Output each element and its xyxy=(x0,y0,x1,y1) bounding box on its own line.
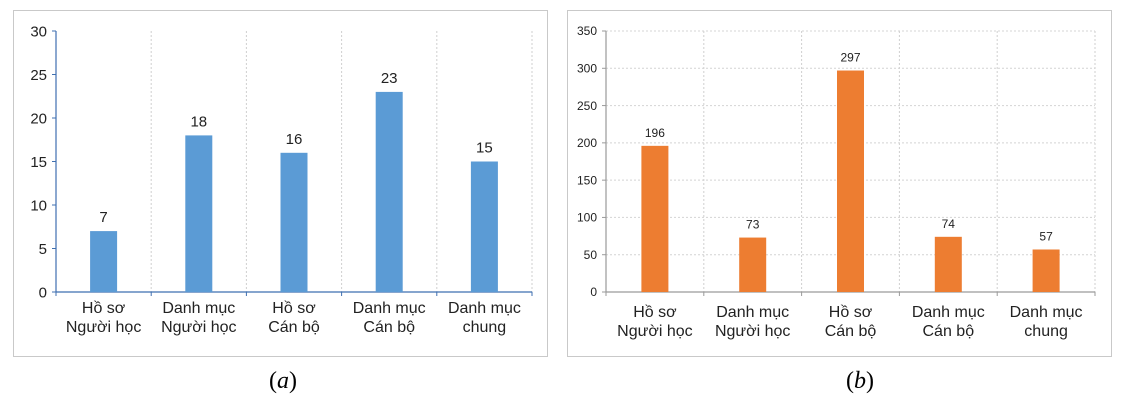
bar xyxy=(934,236,962,292)
chart-panel-a: 0 5 10 15 20 25 30 7 Hồ sơ Người học 18 Danh mục Ngư… xyxy=(13,10,548,357)
category-label: Người học xyxy=(617,323,692,340)
category-label: Danh mục xyxy=(162,300,235,317)
category-label: chung xyxy=(463,319,507,336)
category-label: Hồ sơ xyxy=(633,304,677,321)
data-label: 16 xyxy=(286,131,303,148)
bar xyxy=(375,91,403,293)
chart-panel-b: 0 50 100 150 200 250 300 350 196 Hồ sơ Người học 73… xyxy=(567,10,1112,357)
bar-chart-b: 0 50 100 150 200 250 300 350 196 Hồ sơ Người học 73… xyxy=(577,24,1096,340)
data-label: 7 xyxy=(99,209,107,226)
category-label: Người học xyxy=(715,323,790,340)
y-tick-label: 20 xyxy=(30,110,47,127)
category-label: Danh mục xyxy=(912,304,985,321)
y-tick-label: 250 xyxy=(577,99,597,113)
y-tick-label: 25 xyxy=(30,67,47,84)
bar-chart-a: 0 5 10 15 20 25 30 7 Hồ sơ Người học 18 Danh mục Ngư… xyxy=(30,23,533,336)
data-label: 74 xyxy=(942,217,956,231)
category-label: Cán bộ xyxy=(923,323,975,340)
bar xyxy=(185,135,213,292)
caption-a: (a) xyxy=(269,368,297,394)
category-label: Người học xyxy=(66,319,141,336)
y-tick-label: 350 xyxy=(577,24,597,38)
y-tick-label: 30 xyxy=(30,23,47,40)
data-label: 18 xyxy=(190,113,207,130)
data-label: 15 xyxy=(476,140,493,157)
data-label: 196 xyxy=(645,126,665,140)
y-tick-label: 0 xyxy=(590,285,597,299)
caption-b: (b) xyxy=(846,368,874,394)
category-label: Hồ sơ xyxy=(272,300,316,317)
category-label: Hồ sơ xyxy=(82,300,126,317)
caption-b-letter: b xyxy=(854,368,866,394)
bar xyxy=(641,145,669,292)
y-tick-label: 200 xyxy=(577,136,597,150)
bar xyxy=(739,237,767,292)
category-label: Danh mục xyxy=(353,300,426,317)
y-tick-label: 5 xyxy=(39,241,47,258)
bar xyxy=(90,231,118,292)
data-label: 297 xyxy=(840,51,860,65)
bar xyxy=(470,161,498,292)
y-tick-label: 50 xyxy=(584,248,598,262)
category-label: Hồ sơ xyxy=(829,304,873,321)
gridlines xyxy=(150,31,533,292)
y-tick-label: 150 xyxy=(577,173,597,187)
category-label: Danh mục xyxy=(1010,304,1083,321)
y-tick-label: 300 xyxy=(577,61,597,75)
bar xyxy=(837,70,864,292)
category-label: Cán bộ xyxy=(825,323,877,340)
y-tick-label: 100 xyxy=(577,211,597,225)
caption-a-letter: a xyxy=(277,368,289,394)
y-tick-label: 10 xyxy=(30,197,47,214)
category-label: Danh mục xyxy=(448,300,521,317)
category-label: Người học xyxy=(161,319,236,336)
category-label: chung xyxy=(1024,323,1068,340)
bar xyxy=(1032,249,1060,292)
category-label: Cán bộ xyxy=(268,319,320,336)
category-label: Danh mục xyxy=(716,304,789,321)
y-tick-label: 0 xyxy=(39,284,47,301)
data-label: 23 xyxy=(381,70,398,87)
y-tick-label: 15 xyxy=(30,154,47,171)
data-label: 57 xyxy=(1039,229,1053,243)
data-label: 73 xyxy=(746,218,760,232)
category-label: Cán bộ xyxy=(363,319,415,336)
bar xyxy=(280,152,308,292)
